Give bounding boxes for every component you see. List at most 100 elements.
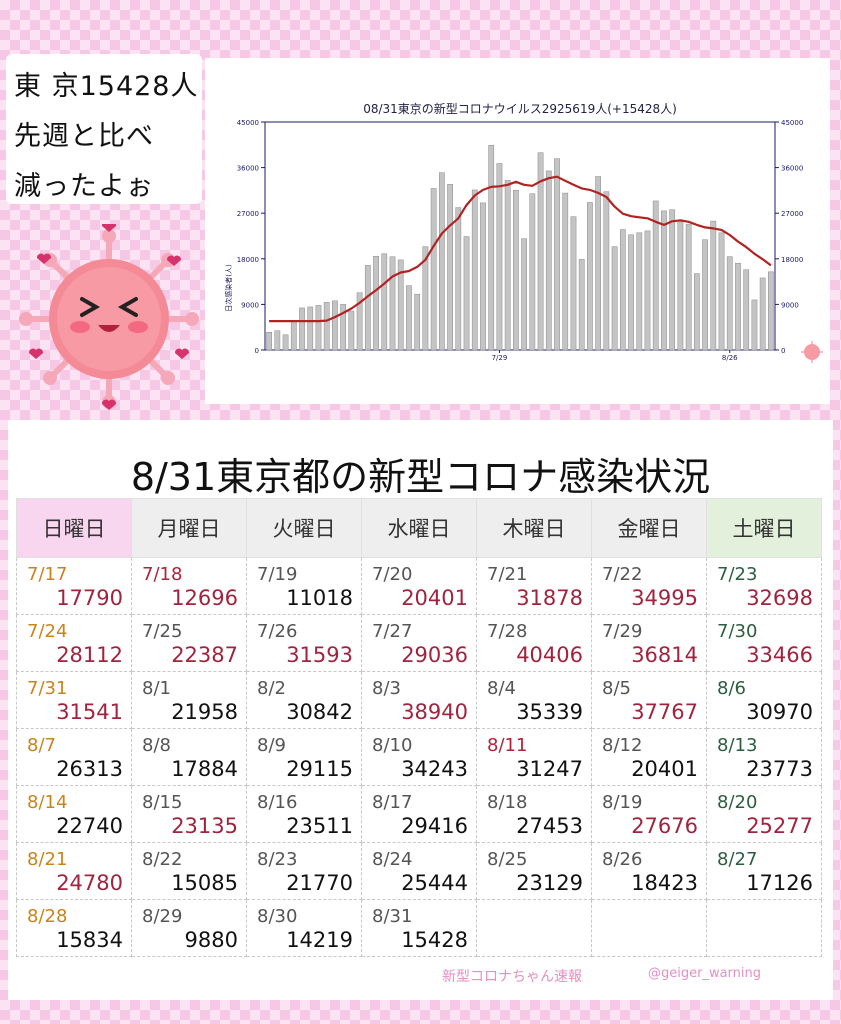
cell-cases: 34243 (401, 757, 468, 781)
cell-cases: 31247 (516, 757, 583, 781)
day-cell (706, 899, 822, 957)
day-cell: 8/17 29416 (361, 785, 477, 843)
plot-frame (264, 121, 776, 351)
cell-date: 8/6 (717, 678, 746, 699)
day-cell: 8/11 31247 (476, 728, 592, 786)
bar (381, 253, 388, 351)
bar (406, 285, 412, 351)
cell-cases: 22387 (171, 643, 238, 667)
bar (611, 246, 618, 351)
cell-date: 8/16 (257, 792, 298, 813)
cell-date: 8/3 (372, 678, 401, 699)
header-monday: 月曜日 (131, 498, 247, 558)
cell-date: 8/25 (487, 849, 528, 870)
day-cell: 7/21 31878 (476, 557, 592, 615)
header-wednesday: 水曜日 (361, 498, 477, 558)
bar (636, 232, 643, 351)
bar (545, 170, 552, 351)
cell-cases: 31878 (516, 586, 583, 610)
cell-cases: 14219 (286, 928, 353, 952)
y-tick-label-left: 27000 (237, 210, 259, 218)
bar (751, 299, 758, 351)
cell-cases: 17790 (56, 586, 123, 610)
cell-date: 7/22 (602, 564, 643, 585)
bar (587, 202, 593, 351)
bar (554, 158, 560, 351)
cell-cases: 28112 (56, 643, 123, 667)
day-cell: 7/18 12696 (131, 557, 247, 615)
cell-date: 8/23 (257, 849, 298, 870)
cell-cases: 32698 (746, 586, 813, 610)
cell-cases: 21958 (171, 700, 238, 724)
cell-cases: 18423 (631, 871, 698, 895)
bar (315, 305, 322, 351)
cell-date: 8/1 (142, 678, 171, 699)
cell-date: 8/20 (717, 792, 758, 813)
day-cell: 8/31 15428 (361, 899, 477, 957)
cell-cases: 22740 (56, 814, 123, 838)
bar (578, 259, 585, 351)
bar (266, 332, 272, 351)
day-cell: 8/18 27453 (476, 785, 592, 843)
day-cell: 7/22 34995 (591, 557, 707, 615)
cell-date: 7/26 (257, 621, 298, 642)
cell-date: 8/7 (27, 735, 56, 756)
bar (685, 224, 692, 351)
cell-date: 8/10 (372, 735, 413, 756)
y-tick-label-left: 9000 (241, 301, 259, 309)
y-tick-label-right: 9000 (781, 301, 799, 309)
day-cell: 8/28 15834 (16, 899, 132, 957)
cell-date: 7/20 (372, 564, 413, 585)
cell-cases: 31541 (56, 700, 123, 724)
bar (743, 269, 750, 351)
cell-cases: 15834 (56, 928, 123, 952)
mini-mascot-icon (801, 341, 823, 363)
cell-date: 8/4 (487, 678, 516, 699)
chart-panel: 08/31東京の新型コロナウイルス2925619人(+15428人) 日次感染者… (205, 58, 830, 404)
cell-date: 8/8 (142, 735, 171, 756)
cell-cases: 20401 (401, 586, 468, 610)
day-cell: 8/7 26313 (16, 728, 132, 786)
cell-cases: 27453 (516, 814, 583, 838)
cell-date: 8/13 (717, 735, 758, 756)
cell-date: 7/31 (27, 678, 68, 699)
day-cell: 7/26 31593 (246, 614, 362, 672)
cell-date: 7/23 (717, 564, 758, 585)
speech-line-2: 先週と比べ (14, 121, 154, 152)
header-sunday: 日曜日 (16, 498, 132, 558)
bar (595, 176, 602, 351)
cell-date: 8/11 (487, 735, 528, 756)
cell-cases: 23511 (286, 814, 353, 838)
cell-date: 8/19 (602, 792, 643, 813)
bar (768, 271, 774, 351)
bar (570, 216, 577, 351)
cell-cases: 29115 (286, 757, 353, 781)
cell-cases: 25444 (401, 871, 468, 895)
day-cell: 8/13 23773 (706, 728, 822, 786)
day-cell: 7/30 33466 (706, 614, 822, 672)
cell-date: 8/2 (257, 678, 286, 699)
day-cell: 8/1 21958 (131, 671, 247, 729)
cell-cases: 25277 (746, 814, 813, 838)
day-cell: 8/24 25444 (361, 842, 477, 900)
bar (430, 188, 437, 351)
bar (628, 234, 634, 351)
bar (364, 265, 371, 351)
cell-cases: 23129 (516, 871, 583, 895)
cell-cases: 15085 (171, 871, 238, 895)
bar (702, 239, 708, 351)
day-cell: 8/5 37767 (591, 671, 707, 729)
y-tick-label-left: 18000 (237, 256, 259, 264)
day-cell: 8/29 9880 (131, 899, 247, 957)
day-cell: 8/30 14219 (246, 899, 362, 957)
table-row: 7/31 31541 8/1 21958 8/2 30842 8/3 38940 8/4 3533… (16, 671, 822, 729)
cell-cases: 35339 (516, 700, 583, 724)
cell-cases: 12696 (171, 586, 238, 610)
cell-date: 8/5 (602, 678, 631, 699)
y-tick-label-left: 0 (255, 347, 259, 355)
bar (422, 246, 429, 351)
bar (504, 180, 511, 351)
bar (537, 152, 544, 351)
cell-cases: 23135 (171, 814, 238, 838)
bar (603, 191, 610, 351)
